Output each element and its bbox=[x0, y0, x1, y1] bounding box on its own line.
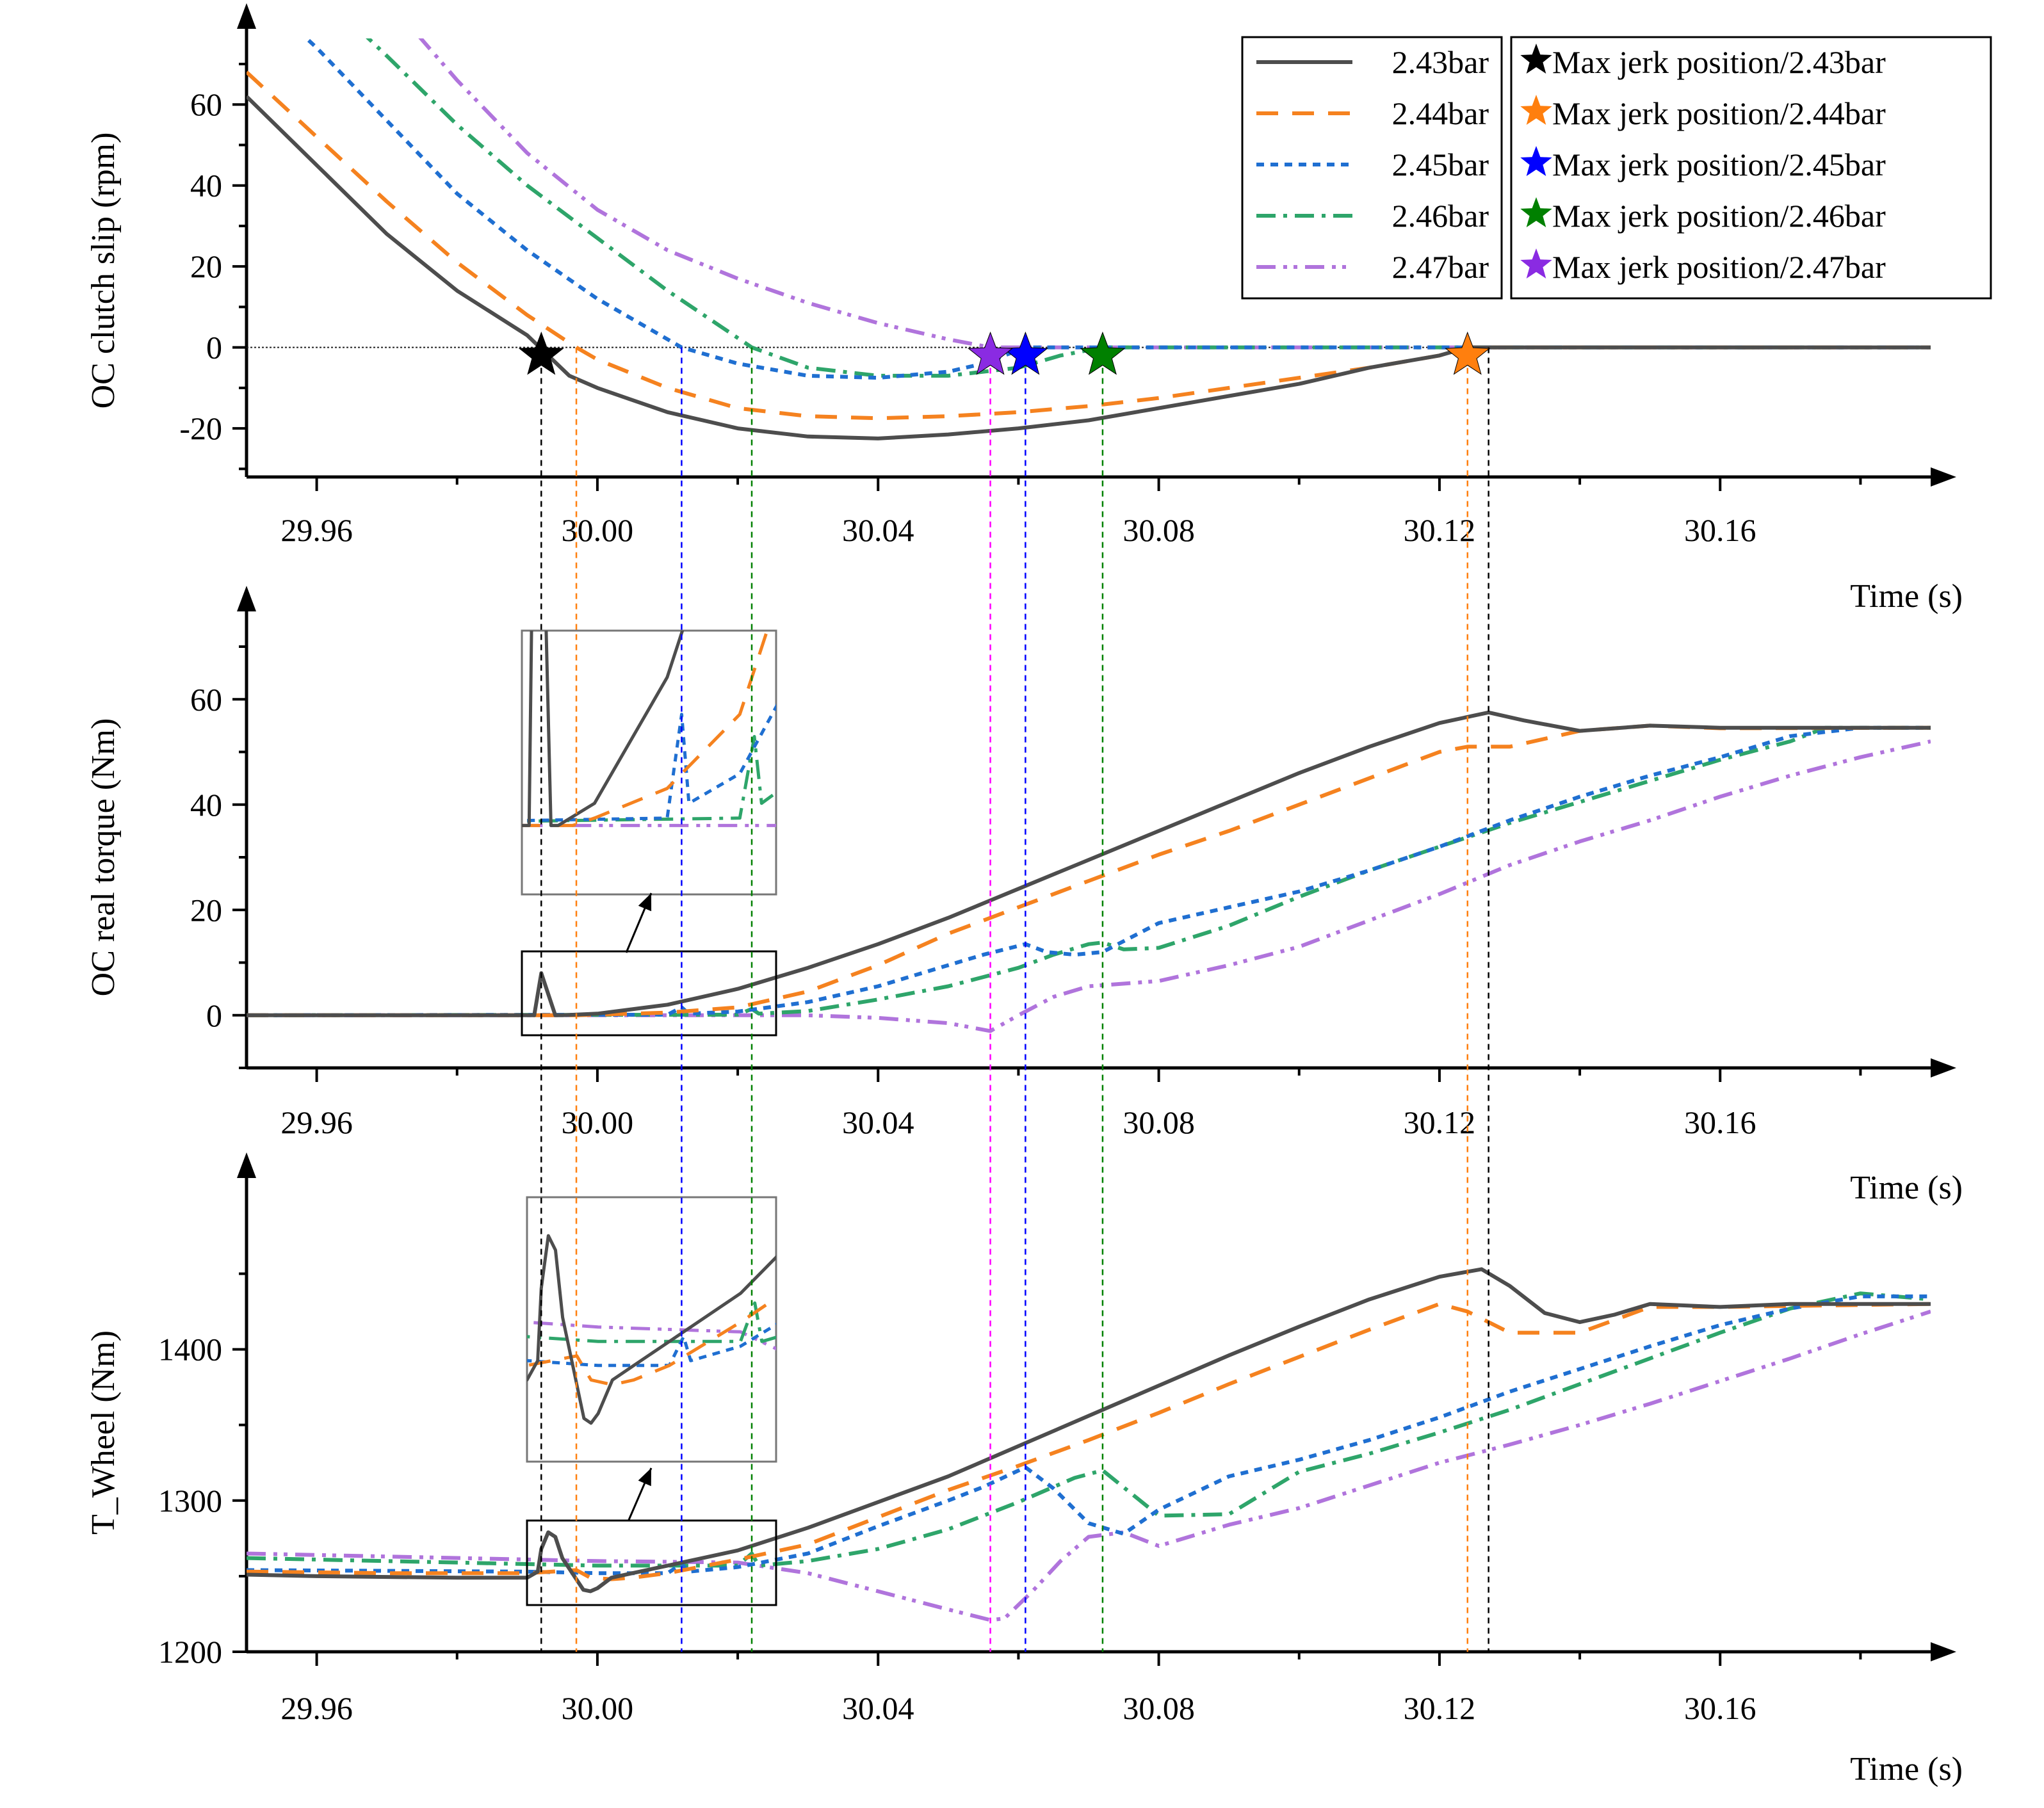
legend-label: Max jerk position/2.45bar bbox=[1552, 147, 1886, 182]
inset-series-line-2.45bar bbox=[527, 1323, 776, 1368]
series-line-2.45bar bbox=[247, 1294, 1931, 1576]
series-line-2.47bar bbox=[247, 739, 1931, 1033]
legend-star-icon bbox=[1520, 95, 1552, 125]
x-tick-label: 30.12 bbox=[1404, 512, 1476, 548]
jerk-markers bbox=[518, 331, 1491, 375]
legend-series-frame bbox=[1241, 36, 1503, 300]
legend-label: 2.47bar bbox=[1392, 249, 1489, 285]
legend-star-icon bbox=[1520, 197, 1552, 227]
y-tick-label: 60 bbox=[190, 86, 222, 122]
y-tick-label: 40 bbox=[190, 168, 222, 204]
x-tick-label: 29.96 bbox=[280, 1690, 353, 1726]
y-tick-label: 40 bbox=[190, 787, 222, 823]
x-axis-arrow bbox=[1931, 1058, 1956, 1078]
legend-label: Max jerk position/2.46bar bbox=[1552, 198, 1886, 234]
y-tick-label: 20 bbox=[190, 892, 222, 928]
y-tick-label: 0 bbox=[206, 997, 222, 1033]
legend-label: 2.44bar bbox=[1392, 95, 1489, 131]
y-tick-label: 1200 bbox=[158, 1634, 222, 1670]
y-axis-arrow bbox=[237, 3, 256, 29]
legend-star-icon bbox=[1520, 248, 1552, 278]
x-axis-arrow bbox=[1931, 1642, 1956, 1661]
x-axis-arrow bbox=[1931, 467, 1956, 487]
y-axis-title: OC clutch slip (rpm) bbox=[85, 133, 122, 409]
y-tick-label: 1400 bbox=[158, 1332, 222, 1368]
jerk-marker-star-2.44bar bbox=[1445, 331, 1491, 375]
x-tick-label: 30.12 bbox=[1404, 1690, 1476, 1726]
jerk-marker-star-2.43bar bbox=[518, 331, 564, 375]
x-axis-title: Time (s) bbox=[1850, 1170, 1963, 1206]
inset-series-line-2.47bar bbox=[527, 1320, 776, 1351]
x-tick-label: 29.96 bbox=[280, 1104, 353, 1140]
series-line-2.46bar bbox=[366, 38, 1931, 378]
legend-label: 2.45bar bbox=[1392, 147, 1489, 182]
legend-label: Max jerk position/2.44bar bbox=[1552, 95, 1886, 131]
inset-series-line-2.46bar bbox=[527, 1301, 776, 1343]
inset-series-line-2.44bar bbox=[522, 631, 769, 827]
legend-star-icon bbox=[1520, 146, 1552, 176]
series-line-2.43bar bbox=[247, 95, 1931, 440]
x-axis-title: Time (s) bbox=[1850, 578, 1963, 615]
y-tick-label: -20 bbox=[179, 410, 222, 446]
series-line-2.44bar bbox=[247, 1302, 1931, 1581]
x-tick-label: 30.00 bbox=[562, 1104, 634, 1140]
inset-arrow-head bbox=[638, 1468, 651, 1487]
inset-arrow-head bbox=[638, 893, 652, 912]
legend-star-icon bbox=[1520, 44, 1552, 74]
x-tick-label: 30.04 bbox=[842, 1104, 914, 1140]
x-tick-label: 30.16 bbox=[1684, 1690, 1756, 1726]
series-line-2.43bar bbox=[247, 1267, 1931, 1594]
x-tick-label: 30.08 bbox=[1123, 1104, 1195, 1140]
jerk-guide-lines bbox=[540, 347, 1489, 1652]
series-line-2.46bar bbox=[247, 1291, 1931, 1568]
legend-markers-frame bbox=[1510, 36, 1992, 300]
series-line-2.43bar bbox=[247, 710, 1931, 1017]
series-line-2.45bar bbox=[247, 725, 1931, 1017]
legend-label: 2.46bar bbox=[1392, 198, 1489, 234]
jerk-marker-star-2.47bar bbox=[967, 331, 1014, 375]
legend-label: Max jerk position/2.43bar bbox=[1552, 44, 1886, 80]
series-line-2.46bar bbox=[247, 725, 1931, 1017]
x-tick-label: 30.08 bbox=[1123, 512, 1195, 548]
y-tick-label: 20 bbox=[190, 248, 222, 284]
zoom-region-box bbox=[526, 1519, 777, 1606]
x-tick-label: 30.08 bbox=[1123, 1690, 1195, 1726]
series-line-2.45bar bbox=[304, 38, 1931, 380]
x-tick-label: 29.96 bbox=[280, 512, 353, 548]
x-tick-label: 30.16 bbox=[1684, 512, 1756, 548]
inset-frame bbox=[526, 1196, 777, 1463]
inset-frame bbox=[521, 629, 777, 896]
y-axis-title: T_Wheel (Nm) bbox=[85, 1330, 122, 1535]
legend-label: 2.43bar bbox=[1392, 44, 1489, 80]
legend-label: Max jerk position/2.47bar bbox=[1552, 249, 1886, 285]
x-tick-label: 30.16 bbox=[1684, 1104, 1756, 1140]
panel-oc-real-torque: 29.96 30.00 30.04 30.08 30.12 30.16 Time (s) 0 2… bbox=[85, 586, 1963, 1206]
panel-t-wheel: 29.96 30.00 30.04 30.08 30.12 30.16 Time (s) 12… bbox=[85, 1152, 1963, 1788]
legend-markers: Max jerk position/2.43bar Max jerk positi… bbox=[1510, 36, 1992, 300]
series-line-2.47bar bbox=[247, 1309, 1931, 1622]
panel-oc-clutch-slip: 29.96 30.00 30.04 30.08 30.12 30.16 Time (s) -2… bbox=[85, 3, 1963, 615]
x-tick-label: 30.04 bbox=[842, 1690, 914, 1726]
y-axis-arrow bbox=[237, 1152, 256, 1178]
inset-series-line-2.43bar bbox=[527, 1234, 776, 1425]
y-axis-arrow bbox=[237, 586, 256, 611]
inset-series-line-2.44bar bbox=[527, 1296, 776, 1387]
series-line-2.47bar bbox=[418, 38, 1931, 350]
jerk-marker-star-2.46bar bbox=[1080, 331, 1126, 375]
zoom-region-box bbox=[521, 950, 777, 1037]
x-tick-label: 30.00 bbox=[562, 1690, 634, 1726]
y-axis-title: OC real torque (Nm) bbox=[85, 718, 122, 997]
series-line-2.44bar bbox=[247, 723, 1931, 1017]
legend-series: 2.43bar 2.44bar 2.45bar 2.46bar 2.47bar bbox=[1241, 36, 1503, 300]
y-tick-label: 60 bbox=[190, 681, 222, 717]
y-tick-label: 0 bbox=[206, 330, 222, 366]
x-tick-label: 30.04 bbox=[842, 512, 914, 548]
x-tick-label: 30.12 bbox=[1404, 1104, 1476, 1140]
x-tick-label: 30.00 bbox=[562, 512, 634, 548]
y-tick-label: 1300 bbox=[158, 1483, 222, 1519]
x-axis-title: Time (s) bbox=[1850, 1751, 1963, 1788]
